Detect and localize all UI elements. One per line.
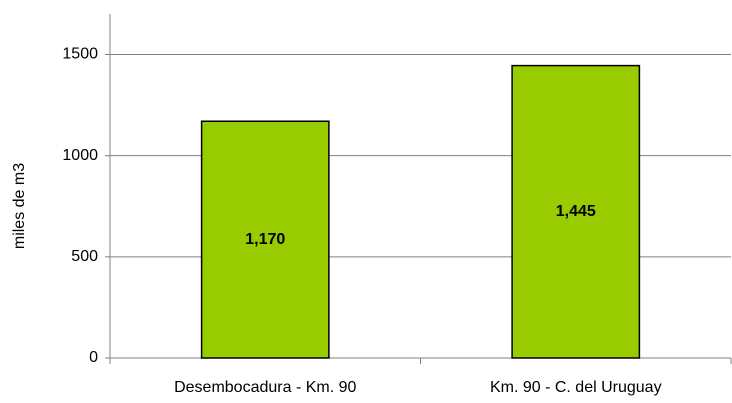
y-tick-label: 1000 [62, 147, 98, 164]
value-label: 1,445 [556, 203, 596, 220]
x-tick-label: Desembocadura - Km. 90 [174, 379, 356, 396]
value-label: 1,170 [245, 231, 285, 248]
x-tick-label: Km. 90 - C. del Uruguay [490, 379, 662, 396]
bar [200, 120, 330, 359]
y-tick-label: 1500 [62, 46, 98, 63]
bar [511, 64, 641, 359]
y-tick-label: 500 [71, 248, 98, 265]
y-tick-label: 0 [89, 349, 98, 366]
y-axis-title: miles de m3 [11, 163, 28, 249]
